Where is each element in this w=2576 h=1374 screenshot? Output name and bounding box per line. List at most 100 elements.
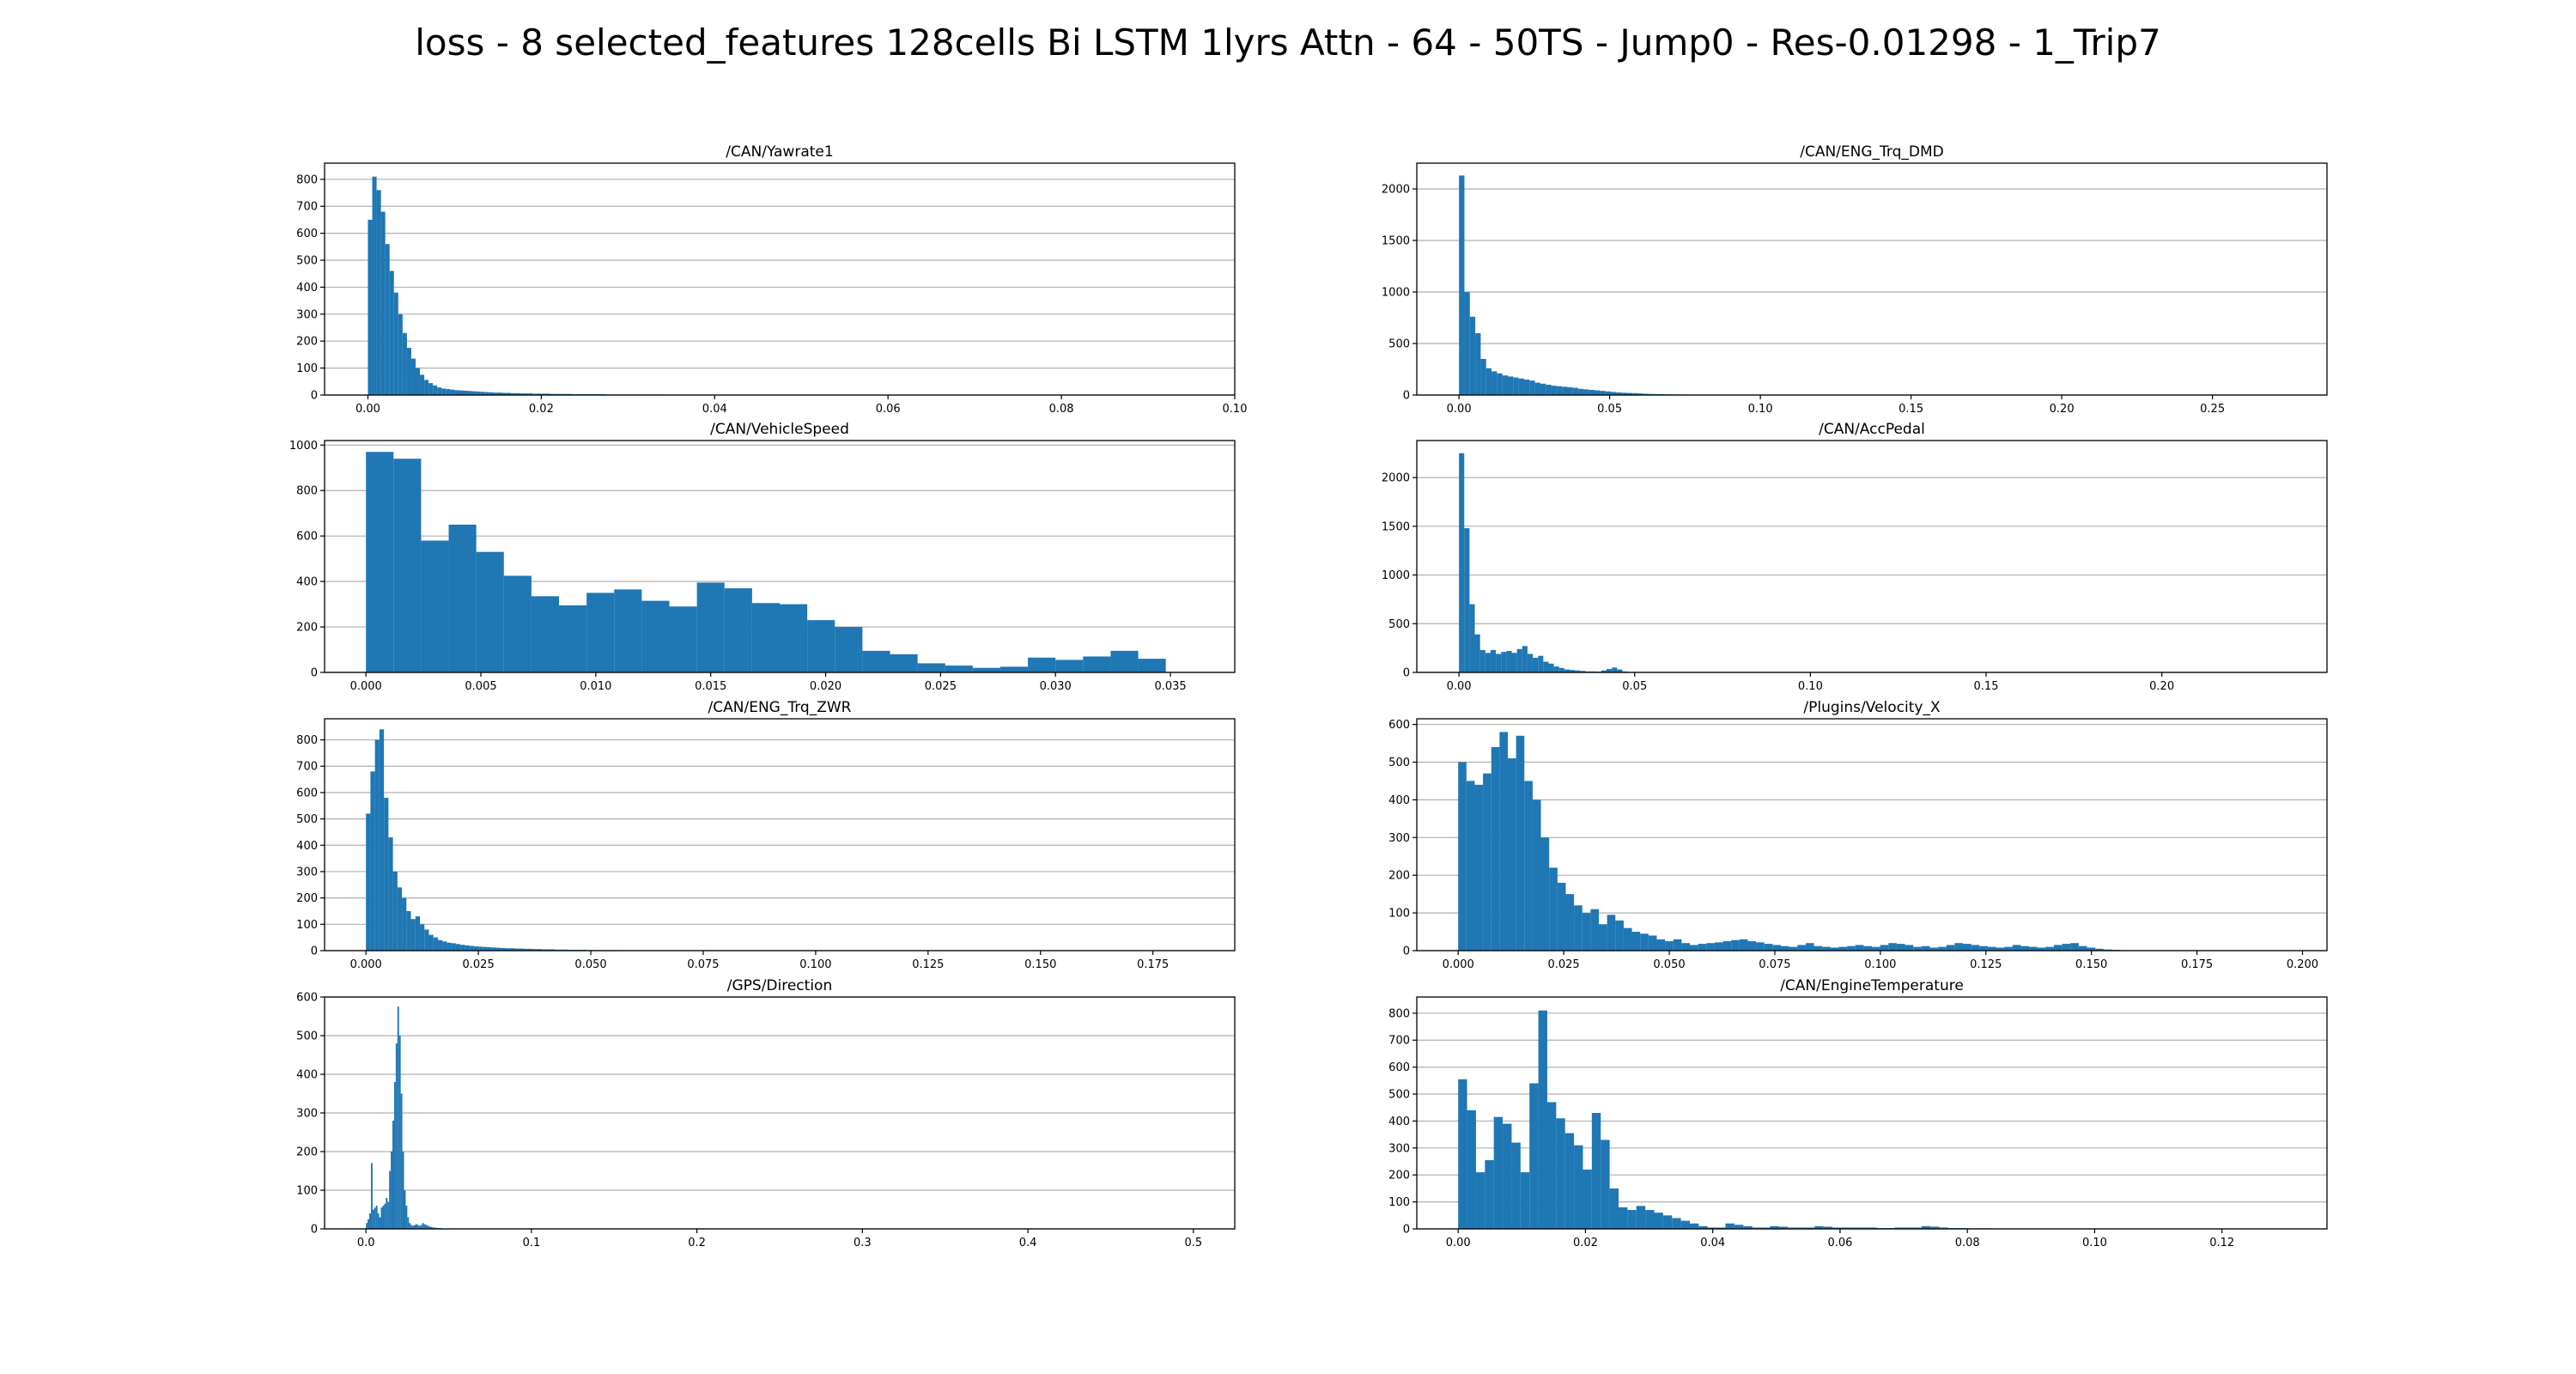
histogram-bar bbox=[1626, 392, 1633, 395]
histogram-bar bbox=[586, 593, 615, 672]
histogram-bar bbox=[1467, 1110, 1476, 1229]
histogram-bar bbox=[1464, 528, 1470, 672]
histogram-panel-yawrate1: /CAN/Yawrate1 0 100 200 300 400 500 600 700 800 0.… bbox=[273, 141, 1247, 421]
x-tick-label: 0.125 bbox=[1970, 958, 2002, 971]
y-tick-label: 100 bbox=[1388, 908, 1410, 921]
histogram-bar bbox=[1722, 941, 1732, 951]
histogram-bar bbox=[1731, 939, 1740, 951]
histogram-bar bbox=[1672, 1218, 1681, 1229]
histogram-bar bbox=[380, 1207, 383, 1229]
y-tick-label: 200 bbox=[1388, 1170, 1410, 1182]
histogram-bar bbox=[433, 386, 438, 395]
histogram-bar bbox=[2087, 947, 2096, 951]
histogram-bar bbox=[402, 332, 407, 395]
histogram-bar bbox=[1110, 650, 1139, 672]
histogram-bar bbox=[999, 666, 1029, 672]
histogram-bar bbox=[1474, 784, 1484, 951]
histogram-bar bbox=[384, 798, 389, 951]
x-tick-label: 0.00 bbox=[1447, 403, 1472, 416]
histogram-bar bbox=[1506, 651, 1512, 672]
y-tick-label: 0 bbox=[1403, 945, 1410, 958]
histogram-bar bbox=[1599, 924, 1607, 951]
histogram-bar bbox=[1904, 1227, 1913, 1229]
histogram-bar bbox=[559, 605, 587, 672]
x-tick-label: 0.0 bbox=[357, 1237, 375, 1249]
histogram-bar bbox=[418, 1225, 421, 1229]
histogram-bar bbox=[491, 947, 497, 951]
histogram-title-eng-trq-zwr: /CAN/ENG_Trq_ZWR bbox=[708, 699, 852, 716]
x-tick-label: 0.02 bbox=[1573, 1237, 1598, 1249]
x-tick-label: 0.100 bbox=[1864, 958, 1896, 971]
histogram-panel-eng-trq-zwr: /CAN/ENG_Trq_ZWR 0 100 200 300 400 500 600 700 80… bbox=[273, 696, 1245, 976]
y-tick-label: 1500 bbox=[1382, 520, 1410, 533]
histogram-bar bbox=[2095, 948, 2104, 951]
histogram-bar bbox=[433, 937, 438, 951]
histogram-bar bbox=[545, 393, 550, 395]
histogram-bar bbox=[497, 392, 502, 395]
histogram-bar bbox=[501, 392, 507, 395]
axes-frame bbox=[324, 440, 1236, 673]
histogram-bar bbox=[1838, 946, 1848, 951]
x-tick-label: 0.050 bbox=[1653, 958, 1685, 971]
histogram-bar bbox=[407, 1217, 410, 1229]
histogram-bar bbox=[1781, 945, 1789, 951]
histogram-bar bbox=[835, 627, 863, 672]
histogram-bar bbox=[669, 606, 697, 672]
histogram-bar bbox=[524, 393, 529, 395]
histogram-bar bbox=[1772, 945, 1781, 951]
x-tick-label: 0.075 bbox=[687, 958, 719, 971]
histogram-bar bbox=[1591, 1113, 1601, 1229]
histogram-bar bbox=[1680, 1220, 1690, 1229]
histogram-bar bbox=[1523, 380, 1530, 395]
histogram-bar bbox=[1511, 1142, 1521, 1229]
histogram-bar bbox=[1580, 671, 1586, 672]
histogram-bar bbox=[532, 949, 538, 951]
histogram-bar bbox=[410, 1225, 413, 1229]
x-tick-label: 0.06 bbox=[1827, 1237, 1852, 1249]
histogram-bar bbox=[483, 946, 488, 951]
histogram-bar bbox=[1880, 945, 1889, 951]
x-tick-label: 0.050 bbox=[574, 958, 606, 971]
histogram-bar bbox=[1739, 939, 1748, 951]
histogram-bar bbox=[1637, 393, 1643, 395]
histogram-bar bbox=[1770, 1225, 1779, 1229]
histogram-bar bbox=[397, 1006, 399, 1229]
histogram-bar bbox=[1905, 945, 1914, 951]
histogram-bar bbox=[1572, 387, 1579, 395]
y-tick-label: 700 bbox=[296, 201, 318, 214]
histogram-bar bbox=[1822, 946, 1831, 951]
histogram-bar bbox=[389, 271, 394, 395]
x-tick-label: 0.1 bbox=[523, 1237, 541, 1249]
y-tick-label: 600 bbox=[296, 228, 318, 240]
y-tick-label: 600 bbox=[296, 992, 318, 1005]
histogram-bar bbox=[1493, 1116, 1504, 1229]
histogram-title-yawrate1: /CAN/Yawrate1 bbox=[726, 143, 833, 161]
histogram-bar bbox=[1855, 945, 1864, 951]
histogram-bar bbox=[1971, 945, 1980, 951]
x-tick-label: 0.20 bbox=[2050, 403, 2075, 416]
histogram-bar bbox=[405, 1206, 408, 1229]
histogram-bar bbox=[442, 941, 447, 951]
histogram-panel-vehicle-speed: /CAN/VehicleSpeed 0 200 400 600 800 1000 0.000 0… bbox=[273, 418, 1245, 698]
histogram-bar bbox=[862, 650, 890, 672]
histogram-bar bbox=[435, 1227, 438, 1229]
histogram-bar bbox=[2029, 946, 2038, 951]
histogram-bar bbox=[1583, 1169, 1592, 1229]
histogram-bar bbox=[1464, 292, 1470, 395]
y-tick-label: 0 bbox=[311, 390, 318, 403]
histogram-bar bbox=[1698, 944, 1707, 951]
axes-frame bbox=[1416, 718, 2328, 951]
axes-frame bbox=[324, 162, 1236, 396]
histogram-bar bbox=[1747, 941, 1757, 951]
histogram-bar bbox=[374, 1207, 376, 1229]
histogram-bar bbox=[1529, 380, 1535, 395]
histogram-bar bbox=[541, 393, 546, 395]
histogram-bar bbox=[2012, 945, 2021, 951]
histogram-bar bbox=[416, 1224, 417, 1229]
histogram-bar bbox=[425, 1225, 428, 1229]
histogram-bar bbox=[1761, 1227, 1771, 1229]
histogram-bar bbox=[467, 391, 472, 395]
histogram-bar bbox=[424, 380, 429, 395]
histogram-bar bbox=[447, 942, 452, 951]
histogram-bar bbox=[503, 575, 532, 672]
